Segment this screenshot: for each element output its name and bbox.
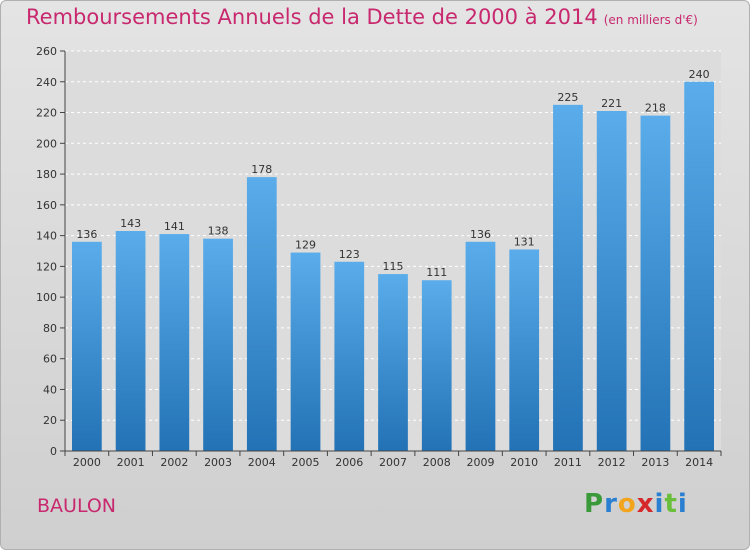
bar: [115, 231, 146, 451]
x-tick-label: 2003: [204, 456, 232, 469]
bar: [596, 111, 627, 451]
x-tick-label: 2012: [598, 456, 626, 469]
bar: [509, 249, 540, 451]
x-tick-label: 2013: [641, 456, 669, 469]
y-tick-label: 240: [36, 76, 57, 89]
data-label: 136: [470, 228, 491, 241]
x-tick-label: 2002: [160, 456, 188, 469]
y-tick-label: 180: [36, 168, 57, 181]
proxiti-logo[interactable]: Proxiti: [584, 489, 688, 519]
data-label: 115: [383, 260, 404, 273]
bar: [334, 261, 365, 451]
y-tick-label: 260: [36, 45, 57, 58]
bar: [378, 274, 408, 451]
x-tick-label: 2000: [73, 456, 101, 469]
data-label: 218: [645, 102, 666, 115]
data-label: 221: [601, 97, 622, 110]
data-label: 129: [295, 239, 316, 252]
y-axis: 0 20 40 60 80 100 120 140 160 180 200 220 240 260: [36, 45, 66, 458]
chart-title: Remboursements Annuels de la Dette de 20…: [26, 5, 698, 29]
data-label: 143: [120, 217, 141, 230]
chart-title-text: Remboursements Annuels de la Dette de 20…: [26, 5, 598, 29]
bar: [290, 252, 321, 451]
x-tick-label: 2011: [554, 456, 582, 469]
data-label: 136: [76, 228, 97, 241]
bar-chart: 136 143 141 138 178 129 123 115 111 136 131 225 221 2…: [36, 45, 722, 469]
x-tick-label: 2006: [335, 456, 363, 469]
bar: [421, 280, 452, 451]
x-tick-label: 2001: [117, 456, 145, 469]
y-tick-label: 100: [36, 291, 57, 304]
bar: [71, 241, 102, 451]
data-label: 111: [426, 266, 447, 279]
x-axis: 2000 2001 2002 2003 2004 2005 2006 2007 2008 2009…: [64, 450, 722, 469]
data-label: 225: [557, 91, 578, 104]
bar: [553, 104, 583, 451]
bar: [159, 234, 190, 451]
x-tick-label: 2004: [248, 456, 276, 469]
y-tick-label: 0: [50, 445, 57, 458]
bar: [465, 241, 496, 451]
x-tick-label: 2008: [423, 456, 451, 469]
x-tick-label: 2007: [379, 456, 407, 469]
data-labels: 136 143 141 138 178 129 123 115 111 136 131 225 221 2…: [76, 68, 709, 279]
data-label: 141: [164, 220, 185, 233]
data-label: 240: [689, 68, 710, 81]
x-tick-label: 2010: [510, 456, 538, 469]
chart-unit: (en milliers d'€): [603, 13, 698, 27]
x-tick-label: 2005: [292, 456, 320, 469]
place-name: BAULON: [37, 495, 117, 517]
bar: [640, 115, 671, 451]
y-tick-label: 160: [36, 199, 57, 212]
data-label: 138: [208, 225, 229, 238]
bar: [246, 177, 277, 451]
y-tick-label: 220: [36, 107, 57, 120]
y-tick-label: 200: [36, 137, 57, 150]
y-tick-label: 120: [36, 260, 57, 273]
y-tick-label: 140: [36, 230, 57, 243]
data-label: 131: [514, 235, 535, 248]
data-label: 178: [251, 163, 272, 176]
bar: [203, 238, 233, 451]
x-tick-label: 2014: [685, 456, 713, 469]
y-tick-label: 60: [43, 353, 57, 366]
bar: [684, 81, 715, 452]
x-tick-label: 2009: [466, 456, 494, 469]
y-tick-label: 20: [43, 414, 57, 427]
bars: [71, 81, 715, 452]
y-tick-label: 40: [43, 383, 57, 396]
data-label: 123: [339, 248, 360, 261]
y-tick-label: 80: [43, 322, 57, 335]
